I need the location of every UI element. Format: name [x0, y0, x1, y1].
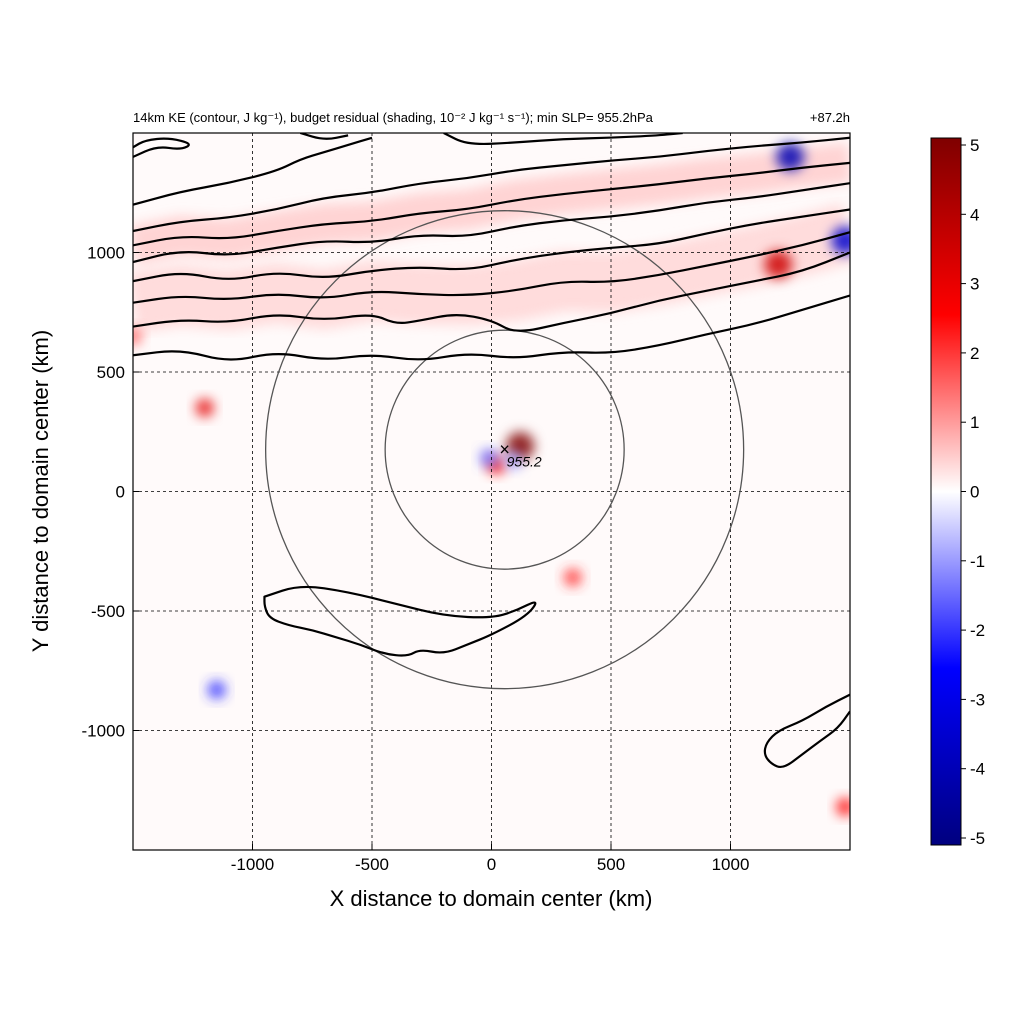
- ke-contour-line: [443, 133, 683, 146]
- plot-area: × 955.2: [132, 132, 851, 851]
- colorbar: 5 4 3 2 1 0 -1 -2 -3 -4 -5: [930, 136, 985, 848]
- ke-contour-line: [133, 231, 850, 304]
- y-axis-title: Y distance to domain center (km): [28, 330, 53, 652]
- ke-contour-line: [263, 585, 537, 657]
- storm-center-marker: ×: [499, 440, 510, 460]
- chart-title: 14km KE (contour, J kg⁻¹), budget residu…: [133, 110, 654, 125]
- colorbar-ticks: 5 4 3 2 1 0 -1 -2 -3 -4 -5: [961, 136, 985, 848]
- ke-contour-line: [133, 294, 850, 361]
- x-tick-label: 1000: [712, 855, 750, 874]
- ke-contour-line: [763, 693, 850, 769]
- colorbar-tick-label: 2: [970, 344, 979, 363]
- x-tick-label: 0: [487, 855, 496, 874]
- x-tick-label: -500: [355, 855, 389, 874]
- colorbar-tick-label: 4: [970, 205, 979, 224]
- colorbar-tick-label: -3: [970, 690, 985, 709]
- y-tick-label: 0: [116, 483, 125, 502]
- ke-contour-line: [133, 182, 850, 264]
- shading-patch: [207, 680, 226, 699]
- colorbar-tick-label: 1: [970, 413, 979, 432]
- colorbar-tick-label: -1: [970, 552, 985, 571]
- y-tick-label: -1000: [82, 722, 125, 741]
- x-tick-label: -1000: [231, 855, 274, 874]
- colorbar-gradient: [930, 137, 962, 846]
- ke-contour-line: [133, 208, 850, 283]
- x-axis: -1000 -500 0 500 1000: [231, 844, 750, 874]
- ke-contour-line: [133, 137, 190, 158]
- colorbar-tick-label: -2: [970, 621, 985, 640]
- storm-center: × 955.2: [499, 440, 542, 470]
- ke-contour-line: [133, 136, 850, 233]
- range-rings: [264, 210, 745, 690]
- shading-patch: [133, 327, 142, 346]
- ke-contour-line: [133, 161, 850, 247]
- ke-contour-line: [133, 136, 373, 206]
- colorbar-tick-label: 3: [970, 275, 979, 294]
- shading-patch: [195, 398, 214, 417]
- ke-contours: [133, 133, 850, 769]
- shading-patch: [504, 451, 523, 470]
- shading-patch: [764, 250, 793, 279]
- shading-patch: [480, 449, 499, 468]
- range-ring: [264, 210, 745, 690]
- colorbar-tick-label: 0: [970, 483, 979, 502]
- colorbar-tick-label: -4: [970, 760, 985, 779]
- shading-patch: [831, 226, 850, 255]
- y-tick-label: -500: [91, 602, 125, 621]
- range-ring: [384, 329, 625, 570]
- shading-patch: [776, 142, 805, 171]
- colorbar-tick-label: 5: [970, 136, 979, 155]
- forecast-time-label: +87.2h: [810, 110, 850, 125]
- x-axis-title: X distance to domain center (km): [330, 886, 653, 911]
- shading-patch: [836, 797, 850, 816]
- colorbar-tick-label: -5: [970, 829, 985, 848]
- y-tick-label: 500: [97, 363, 125, 382]
- ke-contour-line: [133, 251, 850, 332]
- storm-min-slp-label: 955.2: [507, 454, 542, 470]
- y-axis: -1000 -500 0 500 1000: [82, 244, 139, 741]
- x-tick-label: 500: [597, 855, 625, 874]
- y-tick-label: 1000: [87, 244, 125, 263]
- shading-patch: [563, 568, 582, 587]
